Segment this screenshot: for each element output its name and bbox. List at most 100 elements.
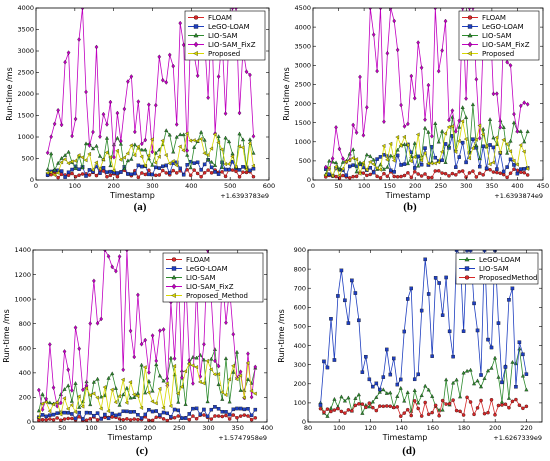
data-point (385, 347, 389, 352)
data-point (436, 68, 441, 74)
data-point (219, 147, 224, 152)
data-point (430, 410, 434, 415)
y-tick-label: 0 (307, 176, 311, 184)
data-point (505, 175, 509, 180)
data-point (167, 171, 172, 175)
data-point (392, 356, 396, 361)
data-point (45, 170, 50, 175)
data-point (136, 144, 140, 149)
data-point (337, 173, 341, 178)
data-point (88, 402, 93, 407)
data-point (423, 146, 427, 150)
data-point (143, 412, 147, 417)
data-point (136, 175, 141, 180)
data-point (491, 91, 496, 97)
data-point (399, 377, 403, 382)
data-point (147, 172, 151, 177)
data-point (77, 405, 82, 409)
x-tick-label: 400 (185, 182, 197, 190)
data-point (511, 120, 516, 125)
data-point (507, 405, 511, 410)
legend-label: LeGO-LOAM (186, 265, 228, 273)
data-point (460, 119, 465, 124)
data-point (115, 110, 120, 116)
data-point (494, 135, 499, 140)
data-point (216, 74, 221, 79)
data-point (220, 410, 225, 414)
data-point (456, 139, 461, 144)
data-point (240, 137, 246, 142)
data-point (133, 129, 137, 135)
data-point (187, 412, 192, 416)
data-point (461, 329, 466, 333)
data-point (325, 414, 330, 418)
data-point (343, 411, 347, 415)
data-point (381, 404, 386, 409)
data-point (206, 168, 210, 172)
legend-label: LIO-SAM (186, 274, 216, 282)
data-point (248, 72, 252, 78)
data-point (495, 167, 499, 171)
data-point (322, 410, 326, 414)
data-point (77, 415, 81, 419)
data-point (87, 168, 92, 172)
data-point (108, 99, 113, 105)
data-point (98, 171, 102, 175)
data-point (171, 149, 176, 154)
x-tick-label: 400 (511, 182, 523, 190)
data-point (415, 132, 420, 137)
data-point (84, 89, 88, 95)
data-point (388, 141, 393, 146)
data-point (121, 409, 125, 413)
data-point (399, 102, 403, 108)
data-point (440, 407, 445, 412)
y-tick-label: 300 (294, 361, 306, 369)
data-point (464, 160, 468, 165)
data-point (318, 406, 323, 411)
data-point (216, 382, 221, 386)
x-tick-label: 220 (520, 424, 532, 432)
data-point (231, 370, 236, 374)
data-point (88, 411, 92, 415)
data-point (154, 362, 159, 367)
data-point (395, 47, 400, 53)
plot-frame (312, 7, 544, 181)
x-tick-label: 200 (409, 182, 421, 190)
x-tick-label: 100 (358, 182, 370, 190)
data-point (392, 405, 396, 410)
data-point (110, 411, 114, 416)
data-point (406, 171, 410, 175)
data-point (139, 147, 144, 152)
data-point (251, 174, 256, 179)
data-point (139, 154, 144, 159)
data-point (174, 171, 179, 175)
data-point (426, 175, 431, 180)
data-point (517, 403, 522, 408)
data-point (354, 169, 359, 174)
data-point (402, 162, 407, 166)
data-point (73, 166, 78, 170)
data-point (136, 292, 140, 298)
data-point (58, 412, 63, 417)
data-point (87, 393, 92, 398)
data-point (113, 400, 118, 405)
legend-marker (171, 283, 177, 290)
y-tick-label: 900 (294, 246, 306, 254)
data-point (436, 169, 441, 173)
data-point (344, 173, 349, 178)
data-point (91, 129, 95, 135)
data-point (216, 372, 221, 377)
data-point (504, 142, 509, 147)
data-point (129, 74, 134, 79)
data-point (237, 144, 241, 149)
data-point (412, 166, 417, 170)
data-point (430, 133, 434, 139)
data-point (471, 8, 475, 11)
data-point (51, 385, 56, 390)
data-point (457, 124, 462, 129)
data-point (368, 159, 372, 164)
data-point (202, 137, 207, 142)
data-point (327, 158, 332, 163)
y-tick-label: 3000 (17, 47, 34, 55)
data-point (480, 132, 485, 137)
